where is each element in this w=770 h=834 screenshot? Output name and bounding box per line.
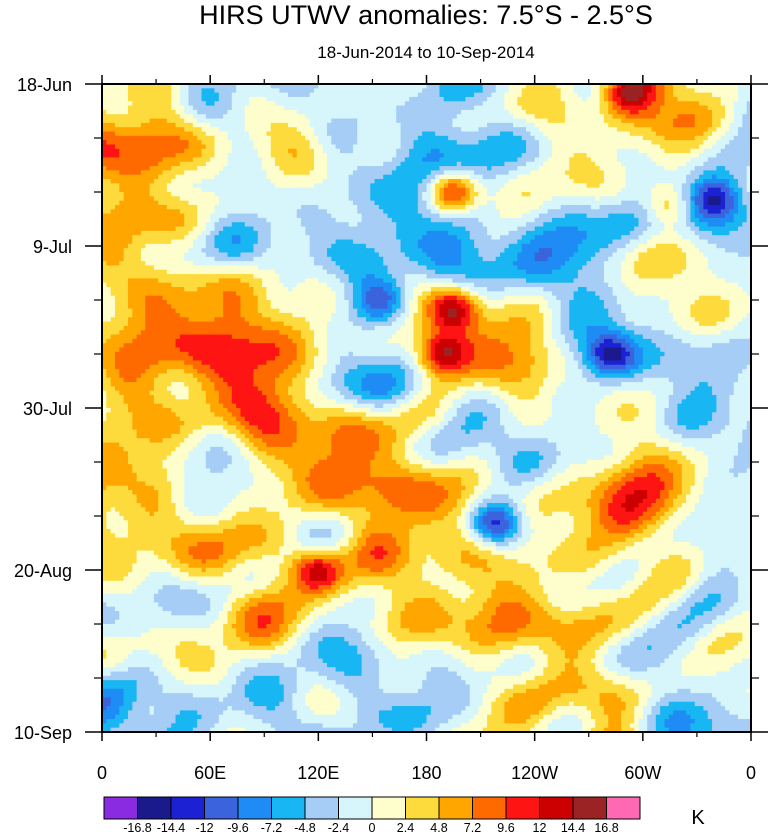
x-tick-label: 60W [624,763,661,783]
colorbar-label: 12 [533,821,547,834]
colorbar-label: -16.8 [123,821,152,834]
colorbar-box [104,797,138,819]
x-tick-label: 120E [297,763,339,783]
colorbar: -16.8 -14.4 -12 -9.6 -7.2 -4.8 -2.4 0 2.4 4.8 7.2 9… [104,797,640,834]
colorbar-label: -4.8 [294,821,316,834]
colorbar-box [573,797,607,819]
colorbar-box [138,797,172,819]
colorbar-label: -14.4 [157,821,186,834]
colorbar-box [238,797,272,819]
colorbar-box [272,797,306,819]
colorbar-box [171,797,205,819]
colorbar-label: 2.4 [397,821,414,834]
colorbar-label: 9.6 [497,821,514,834]
colorbar-label: -9.6 [227,821,249,834]
x-tick-label: 60E [194,763,226,783]
colorbar-label: -7.2 [261,821,283,834]
y-tick-label: 18-Jun [17,75,72,95]
anomaly-field [102,84,752,733]
colorbar-label: 16.8 [594,821,618,834]
chart-title: HIRS UTWV anomalies: 7.5°S - 2.5°S [199,0,653,30]
colorbar-box [305,797,339,819]
colorbar-box [406,797,440,819]
y-tick-label: 9-Jul [33,237,72,257]
y-tick-label: 20-Aug [14,561,72,581]
hovmoller-chart: HIRS UTWV anomalies: 7.5°S - 2.5°S 18-Ju… [0,0,770,834]
colorbar-label: -12 [195,821,213,834]
colorbar-label: 14.4 [561,821,585,834]
y-tick-label: 10-Sep [14,723,72,743]
colorbar-box [607,797,641,819]
x-tick-label: 120W [511,763,558,783]
colorbar-box [473,797,507,819]
colorbar-box [339,797,373,819]
colorbar-box [540,797,574,819]
colorbar-label: 7.2 [464,821,481,834]
chart-subtitle: 18-Jun-2014 to 10-Sep-2014 [317,43,534,62]
colorbar-box [372,797,406,819]
x-tick-label: 180 [411,763,441,783]
x-tick-label: 0 [97,763,107,783]
colorbar-box [205,797,239,819]
colorbar-box [506,797,540,819]
colorbar-label: 0 [369,821,376,834]
colorbar-label: 4.8 [430,821,447,834]
y-tick-label: 30-Jul [23,399,72,419]
x-tick-label: 0 [746,763,756,783]
colorbar-box [439,797,473,819]
colorbar-label: -2.4 [328,821,350,834]
unit-label: K [691,807,705,829]
